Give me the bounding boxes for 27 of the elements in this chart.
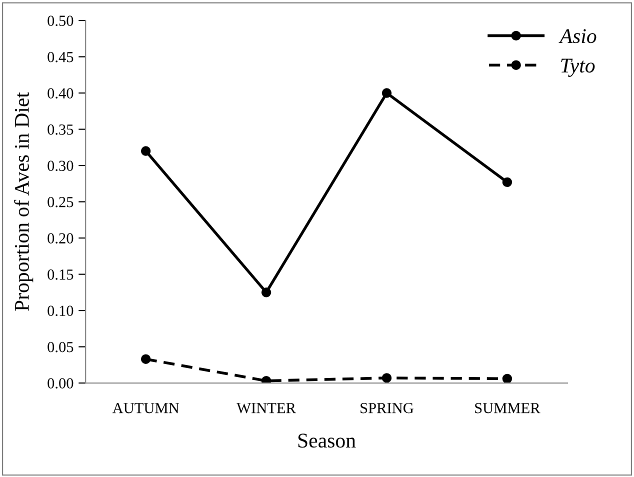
legend-label: Asio [558, 29, 596, 44]
y-tick-label: 0.35 [48, 124, 74, 135]
y-tick-label: 0.10 [48, 306, 74, 316]
y-tick-label: 0.15 [48, 269, 74, 280]
y-tick-label: 0.00 [48, 378, 74, 389]
y-axis-title: Proportion of Aves in Diet [14, 92, 34, 311]
x-tick-label: SUMMER [475, 402, 540, 414]
point [261, 288, 272, 298]
x-tick-label: WINTER [236, 403, 296, 414]
y-tick-label: 0.05 [48, 342, 74, 352]
x-tick-label: AUTUMN [112, 402, 179, 414]
y-tick-label: 0.50 [48, 16, 74, 26]
point [382, 373, 392, 383]
x-axis-title: Season [298, 434, 356, 448]
y-tick-label: 0.30 [48, 160, 74, 172]
y-tick-label: 0.40 [48, 88, 74, 99]
y-tick-label: 0.25 [48, 196, 74, 208]
point [382, 88, 392, 98]
point [261, 376, 272, 384]
legend-label: Tyto [561, 58, 595, 77]
point [140, 146, 151, 156]
x-tick-label: SPRING [360, 402, 414, 414]
y-tick-label: 0.20 [48, 233, 74, 244]
y-tick-label: 0.45 [48, 52, 74, 62]
point [502, 374, 512, 384]
point [140, 354, 151, 364]
point [502, 177, 512, 188]
